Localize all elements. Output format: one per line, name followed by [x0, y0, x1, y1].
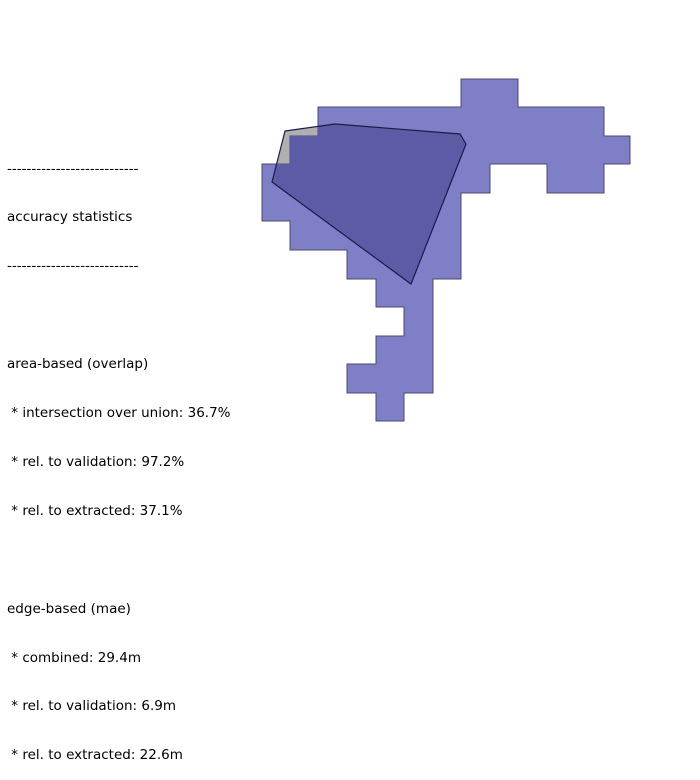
spacer	[7, 552, 231, 568]
overlap-map	[261, 78, 631, 422]
overlap-region	[272, 124, 466, 284]
edge-section-title: edge-based (mae)	[7, 600, 131, 617]
area-stat-validation: * rel. to validation: 97.2%	[7, 453, 185, 470]
edge-stat-validation: * rel. to validation: 6.9m	[7, 698, 176, 715]
validation-outline	[271, 123, 467, 285]
divider-bottom: ---------------------------	[7, 258, 139, 275]
area-stat-extracted: * rel. to extracted: 37.1%	[7, 502, 183, 519]
area-stat-iou: * intersection over union: 36.7%	[7, 405, 231, 422]
edge-stat-combined: * combined: 29.4m	[7, 649, 141, 666]
divider-top: ---------------------------	[7, 160, 139, 177]
area-section-title: area-based (overlap)	[7, 356, 149, 373]
edge-stat-extracted: * rel. to extracted: 22.6m	[7, 747, 183, 764]
stats-header: accuracy statistics	[7, 209, 133, 226]
